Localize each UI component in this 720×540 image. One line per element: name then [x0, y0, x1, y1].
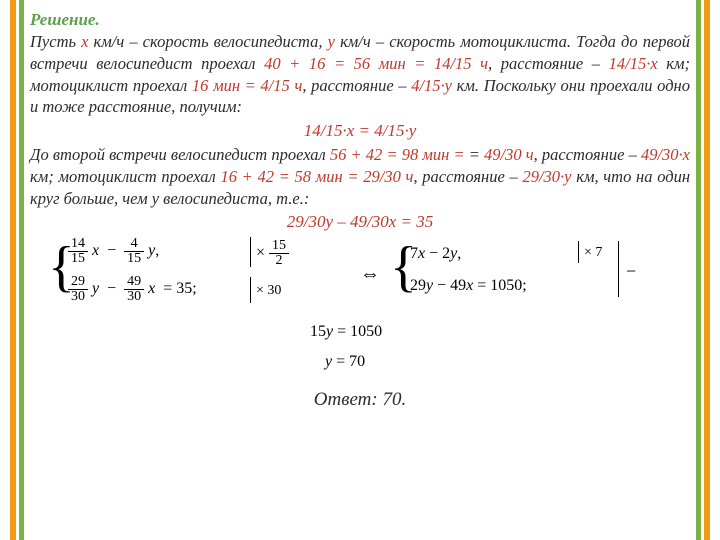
minus-icon: − [626, 261, 636, 282]
hl: 40 + 16 = 56 мин = 14/15 ч [264, 54, 488, 73]
equation-1: 14/15·x = 4/15·y [30, 121, 690, 141]
result-2: y = 70 [325, 353, 365, 371]
hl: 29/30·y [522, 167, 571, 186]
n: 49 [124, 275, 144, 290]
bar3 [578, 241, 579, 263]
paragraph-2: До второй встречи велосипедист проехал 5… [30, 144, 690, 209]
t: = [469, 145, 484, 164]
hl: 16 + 42 = 58 мин = 29/30 ч [220, 167, 413, 186]
n: 15 [269, 239, 289, 254]
n: 4 [124, 237, 144, 252]
n: 15 [68, 252, 88, 266]
bar4 [618, 241, 619, 297]
hl: 16 мин = 4/15 ч [192, 76, 302, 95]
implies-icon: ⇔ [360, 263, 380, 286]
slide-frame: Решение. Пусть x км/ч – скорость велосип… [0, 0, 720, 540]
hl: 56 + 42 = 98 мин = [330, 145, 465, 164]
t: Пусть [30, 32, 81, 51]
n: 2 [269, 254, 289, 268]
border-green-left [19, 0, 24, 540]
heading: Решение. [30, 10, 690, 30]
t: , расстояние – [302, 76, 411, 95]
border-orange-right [704, 0, 710, 540]
sys1-row1: 1415 x − 415 y, [68, 237, 159, 266]
mul-30: × 30 [256, 283, 281, 299]
n: 30 [68, 290, 88, 304]
sys2-row1: 7x − 2y, [410, 245, 461, 263]
y: y [148, 243, 155, 260]
t: , расстояние – [488, 54, 609, 73]
y: y [92, 281, 99, 298]
bar1 [250, 237, 251, 267]
hl: 14/15·x [609, 54, 658, 73]
t: км; мотоциклист проехал [30, 167, 220, 186]
border-green-right [696, 0, 701, 540]
hl: 49/30·x [641, 145, 690, 164]
hl: 4/15·y [411, 76, 452, 95]
n: 15 [124, 252, 144, 266]
sys2-row2: 29y − 49x = 1050; [410, 277, 527, 295]
n: 14 [68, 237, 88, 252]
n: 29 [68, 275, 88, 290]
math-block: { 1415 x − 415 y, 2930 y − 4930 x = 35; … [30, 235, 690, 385]
x: x [92, 243, 99, 260]
answer: Ответ: 70. [30, 389, 690, 411]
bar2 [250, 277, 251, 303]
equation-2: 29/30y – 49/30x = 35 [30, 212, 690, 232]
n: 30 [124, 290, 144, 304]
t: До второй встречи велосипедист проехал [30, 145, 330, 164]
paragraph-1: Пусть x км/ч – скорость велосипедиста, y… [30, 31, 690, 118]
border-orange-left [10, 0, 16, 540]
var-y: y [328, 32, 335, 51]
mul-7: × 7 [584, 245, 602, 261]
t: , расстояние – [413, 167, 522, 186]
sys1-row2: 2930 y − 4930 x = 35; [68, 275, 197, 304]
result-1: 15y = 1050 [310, 323, 382, 341]
x: x [148, 281, 155, 298]
t: км/ч – скорость велосипедиста, [88, 32, 327, 51]
mul-15-2: × 152 [256, 239, 289, 268]
t: , расстояние – [534, 145, 641, 164]
hl: 49/30 ч [484, 145, 534, 164]
